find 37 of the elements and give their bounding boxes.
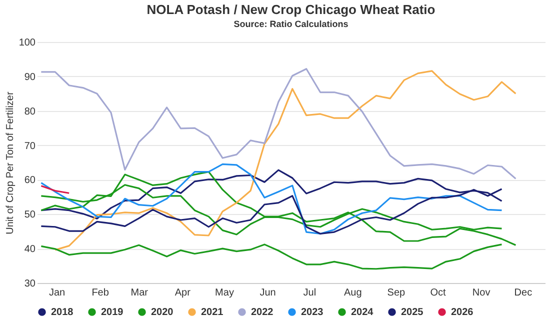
x-tick-label: Feb [92,288,110,298]
y-tick-label: 90 [24,72,36,83]
x-tick-label: Oct [430,288,446,298]
x-tick-label: Dec [514,288,532,298]
legend-label: 2026 [451,307,474,318]
x-tick-label: Jul [303,288,316,298]
line-series [40,68,516,180]
legend-label: 2022 [251,307,274,318]
legend-label: 2025 [401,307,424,318]
y-tick-label: 60 [24,175,36,186]
y-tick-label: 50 [24,210,36,221]
x-tick-label: Sep [387,288,406,298]
x-tick-label: Jun [260,288,276,298]
legend-label: 2024 [351,307,374,318]
chart-title: NOLA Potash / New Crop Chicago Wheat Ratio [146,2,436,17]
legend-label: 2019 [101,307,124,318]
y-tick-label: 70 [24,140,36,152]
line-series [40,244,503,270]
x-tick-label: Mar [130,288,149,298]
x-tick-label: Nov [472,288,490,298]
legend-label: 2018 [51,307,74,318]
line-series [54,70,516,251]
y-tick-label: 40 [24,244,36,256]
legend-label: 2021 [201,307,224,318]
x-tick-label: Apr [174,288,192,298]
line-series [40,170,516,246]
x-tick-label: Aug [344,288,362,298]
x-tick-label: Jan [48,288,66,298]
chart-subtitle: Source: Ratio Calculations [234,19,348,29]
y-axis-title: Unit of Crop Per Ton of Fertilizer [4,91,16,234]
legend-label: 2023 [301,307,324,318]
line-series [40,163,503,235]
y-tick-label: 80 [24,106,36,118]
legend-label: 2020 [151,307,174,318]
x-tick-label: May [215,288,234,298]
y-tick-label: 100 [18,38,36,48]
y-tick-label: 30 [24,278,36,290]
